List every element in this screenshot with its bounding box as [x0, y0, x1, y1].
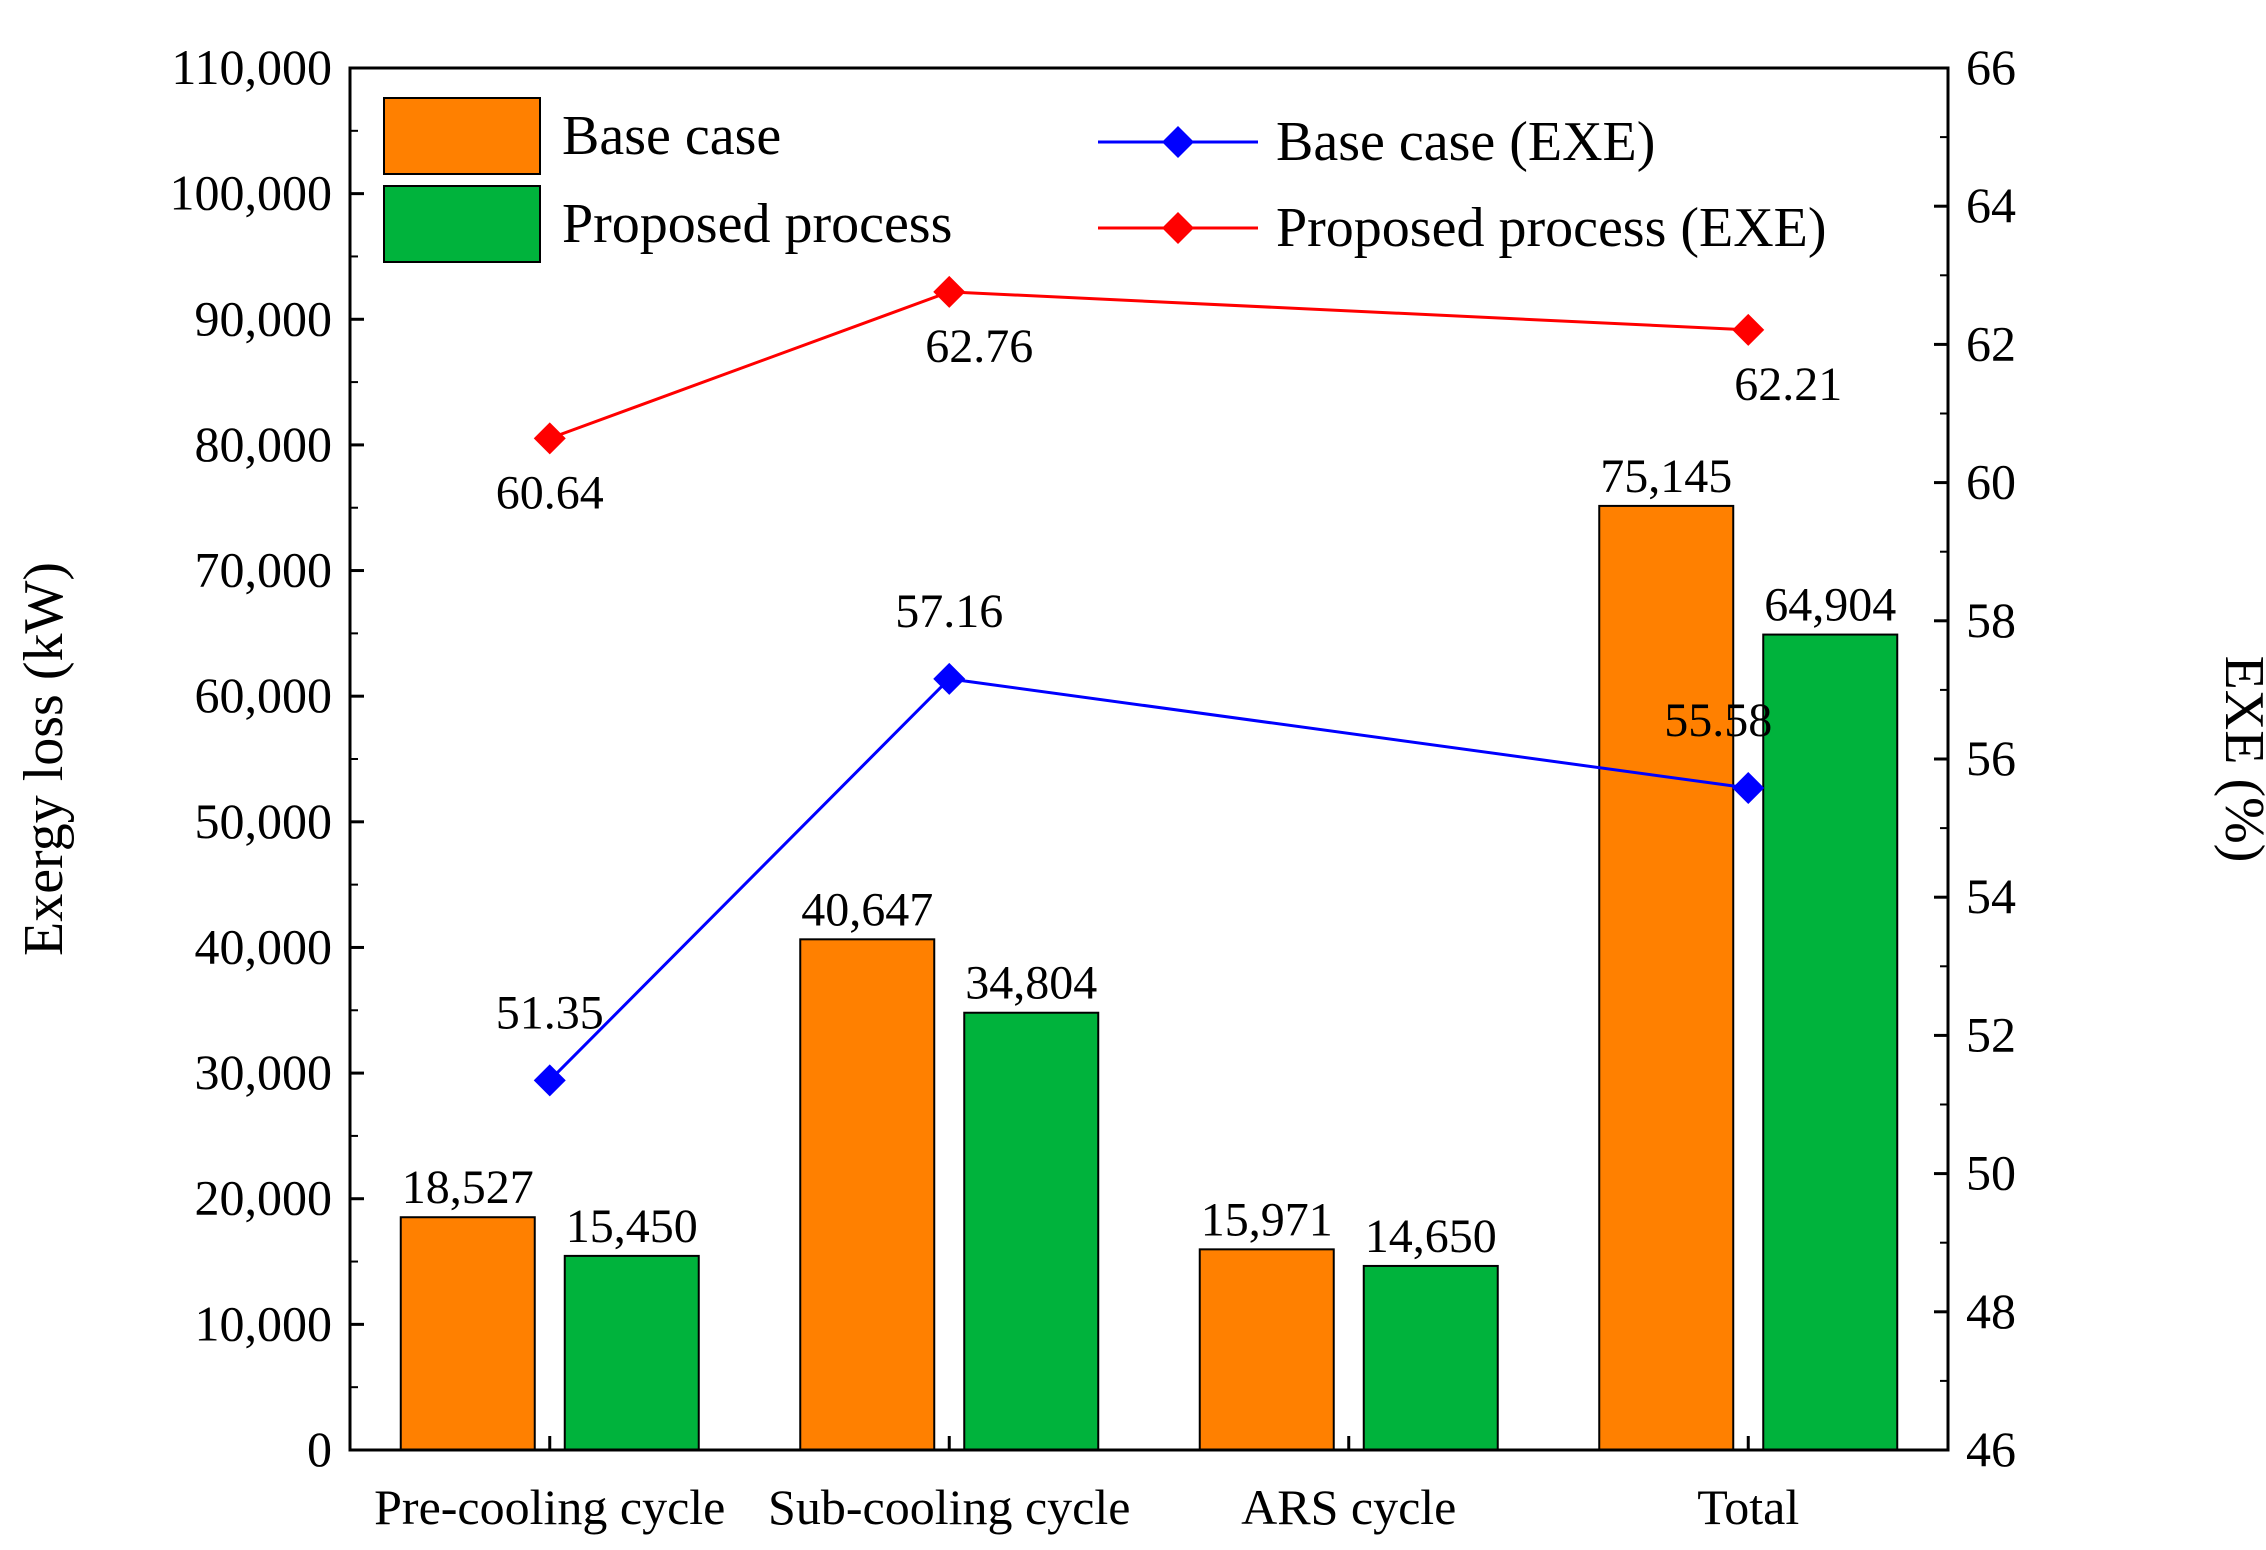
y-tick-label: 80,000	[195, 416, 333, 472]
line-data-label: 57.16	[895, 585, 1003, 638]
base-case-exe-line	[548, 677, 1749, 1082]
y-tick-label: 50,000	[195, 793, 333, 849]
exe-lines	[533, 275, 1765, 1097]
y2-tick-label: 64	[1966, 177, 2016, 233]
proposed-process-exe-marker	[533, 422, 566, 455]
bar-data-label: 64,904	[1764, 579, 1896, 632]
proposed-process-exe-marker	[1732, 313, 1765, 346]
y2-tick-label: 46	[1966, 1421, 2016, 1477]
y2-tick-label: 58	[1966, 592, 2016, 648]
bar-base-case	[1198, 1248, 1335, 1452]
legend-marker	[1162, 126, 1194, 158]
line-data-label: 51.35	[496, 986, 604, 1039]
base-case-exe-marker	[933, 662, 966, 695]
y2-tick-label: 48	[1966, 1283, 2016, 1339]
y2-tick-label: 56	[1966, 730, 2016, 786]
y-axis-title: Exergy loss (kW)	[13, 562, 75, 956]
bar-base-case	[1598, 504, 1735, 1452]
bar-data-label: 34,804	[965, 957, 1097, 1010]
data-labels: 18,527 40,647 15,971 75,145 15,450 34,804 14,6…	[402, 320, 1897, 1263]
legend-label: Base case (EXE)	[1276, 111, 1655, 173]
y-tick-label: 40,000	[195, 918, 333, 974]
bar-base-case	[399, 1216, 536, 1452]
bar-base-case	[799, 938, 936, 1451]
bar-proposed-process	[963, 1011, 1100, 1452]
bar-data-label: 40,647	[801, 883, 933, 936]
line-data-label: 60.64	[496, 466, 604, 519]
y2-tick-label: 54	[1966, 868, 2016, 924]
y-tick-label: 100,000	[170, 165, 333, 221]
y-tick-label: 70,000	[195, 542, 333, 598]
category-label: Pre-cooling cycle	[374, 1479, 725, 1535]
line-data-label: 55.58	[1664, 694, 1772, 747]
y2-axis-title: EXE (%)	[2213, 656, 2266, 863]
y-tick-label: 30,000	[195, 1044, 333, 1100]
category-labels: Pre-cooling cycle Sub-cooling cycle ARS cy…	[374, 1479, 1799, 1535]
bars	[399, 504, 1899, 1452]
legend-marker	[1162, 212, 1194, 244]
base-case-exe-marker	[533, 1064, 566, 1097]
bar-proposed-process	[563, 1254, 700, 1452]
legend-swatch	[383, 185, 541, 263]
legend-label: Base case	[562, 105, 781, 167]
legend-label: Proposed process	[562, 193, 952, 255]
bar-data-label: 75,145	[1600, 450, 1732, 503]
category-label: Total	[1697, 1479, 1799, 1535]
line-data-label: 62.21	[1734, 358, 1842, 411]
plot-frame	[348, 66, 1950, 1452]
y2-tick-label: 52	[1966, 1006, 2016, 1062]
bar-data-label: 15,450	[566, 1200, 698, 1253]
y-tick-label: 60,000	[195, 667, 333, 723]
base-case-exe-marker	[1732, 772, 1765, 805]
bar-data-label: 18,527	[402, 1161, 534, 1214]
y2-tick-label: 66	[1966, 39, 2016, 95]
proposed-process-exe-marker	[933, 275, 966, 308]
bar-data-label: 14,650	[1365, 1210, 1497, 1263]
bar-data-label: 15,971	[1201, 1193, 1333, 1246]
axes	[348, 66, 1950, 1452]
legend-label: Proposed process (EXE)	[1276, 197, 1827, 259]
y2-tick-label: 62	[1966, 315, 2016, 371]
legend-swatch	[383, 97, 541, 175]
y-tick-label: 110,000	[171, 39, 332, 95]
line-data-label: 62.76	[925, 320, 1033, 373]
y-tick-label: 10,000	[195, 1295, 333, 1351]
y-tick-label: 0	[307, 1421, 332, 1477]
category-label: Sub-cooling cycle	[768, 1479, 1130, 1535]
y-tick-label: 20,000	[195, 1170, 333, 1226]
bar-proposed-process	[1762, 633, 1899, 1451]
tick-labels: 0 10,000 20,000 30,000 40,000 50,000 60,000 70,…	[170, 39, 2017, 1477]
legend: Base case Proposed process Base case (EXE)…	[383, 97, 1827, 263]
proposed-process-exe-line	[549, 290, 1749, 440]
category-label: ARS cycle	[1241, 1479, 1456, 1535]
bar-proposed-process	[1362, 1264, 1499, 1452]
y-tick-label: 90,000	[195, 290, 333, 346]
y2-tick-label: 50	[1966, 1145, 2016, 1201]
y2-tick-label: 60	[1966, 454, 2016, 510]
